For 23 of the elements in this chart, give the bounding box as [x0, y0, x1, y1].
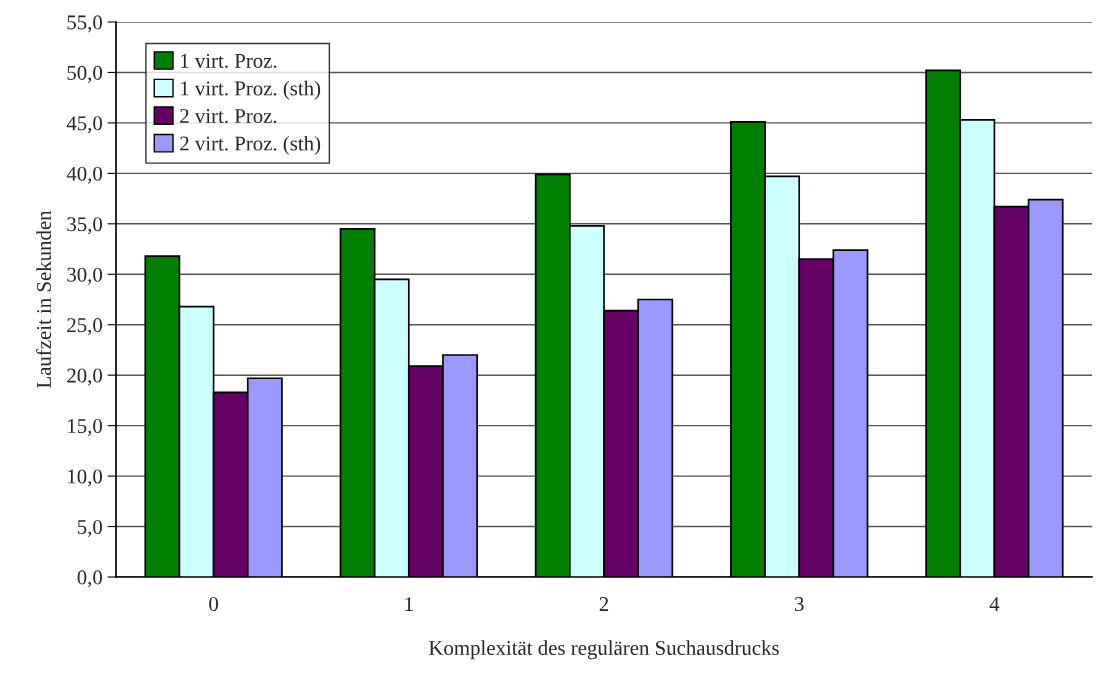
- y-tick-label: 35,0: [67, 217, 103, 235]
- y-tick-label: 0,0: [77, 570, 103, 588]
- x-axis-title: Komplexität des regulären Suchausdrucks: [429, 640, 779, 660]
- y-tick-label: 10,0: [68, 469, 103, 487]
- legend-label: 1 virt. Proz. (sth): [181, 80, 321, 100]
- y-tick-label: 55,0: [67, 15, 103, 33]
- y-tick-label: 5,0: [77, 519, 103, 537]
- y-tick-label: 40,0: [66, 166, 103, 184]
- legend-label: 2 virt. Proz.: [180, 109, 277, 124]
- x-tick-label: 3: [794, 597, 804, 612]
- x-tick-label: 0: [209, 597, 219, 612]
- legend-label: 1 virt. Proz.: [181, 53, 277, 68]
- y-tick-label: 30,0: [67, 267, 103, 285]
- x-tick-label: 2: [599, 597, 609, 611]
- x-tick-label: 1: [405, 597, 413, 611]
- y-tick-label: 15,0: [68, 419, 103, 437]
- y-tick-label: 45,0: [66, 116, 103, 134]
- x-tick-label: 4: [989, 597, 1000, 611]
- y-axis-title: Laufzeit in Sekunden: [36, 210, 51, 388]
- y-tick-label: 25,0: [67, 318, 103, 336]
- y-tick-label: 20,0: [67, 368, 103, 386]
- y-tick-label: 50,0: [67, 65, 103, 83]
- legend-label: 2 virt. Proz. (sth): [180, 135, 321, 155]
